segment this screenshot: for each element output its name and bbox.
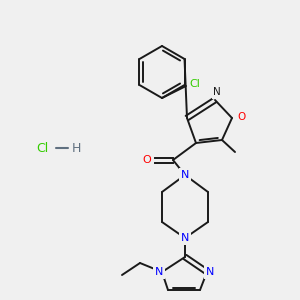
Text: N: N bbox=[181, 170, 189, 180]
Text: N: N bbox=[155, 267, 163, 277]
Text: N: N bbox=[181, 233, 189, 243]
Text: H: H bbox=[71, 142, 81, 154]
Text: N: N bbox=[206, 267, 214, 277]
Text: Cl: Cl bbox=[36, 142, 48, 154]
Text: Cl: Cl bbox=[190, 79, 200, 89]
Text: O: O bbox=[237, 112, 245, 122]
Text: N: N bbox=[213, 87, 221, 97]
Text: O: O bbox=[142, 155, 152, 165]
